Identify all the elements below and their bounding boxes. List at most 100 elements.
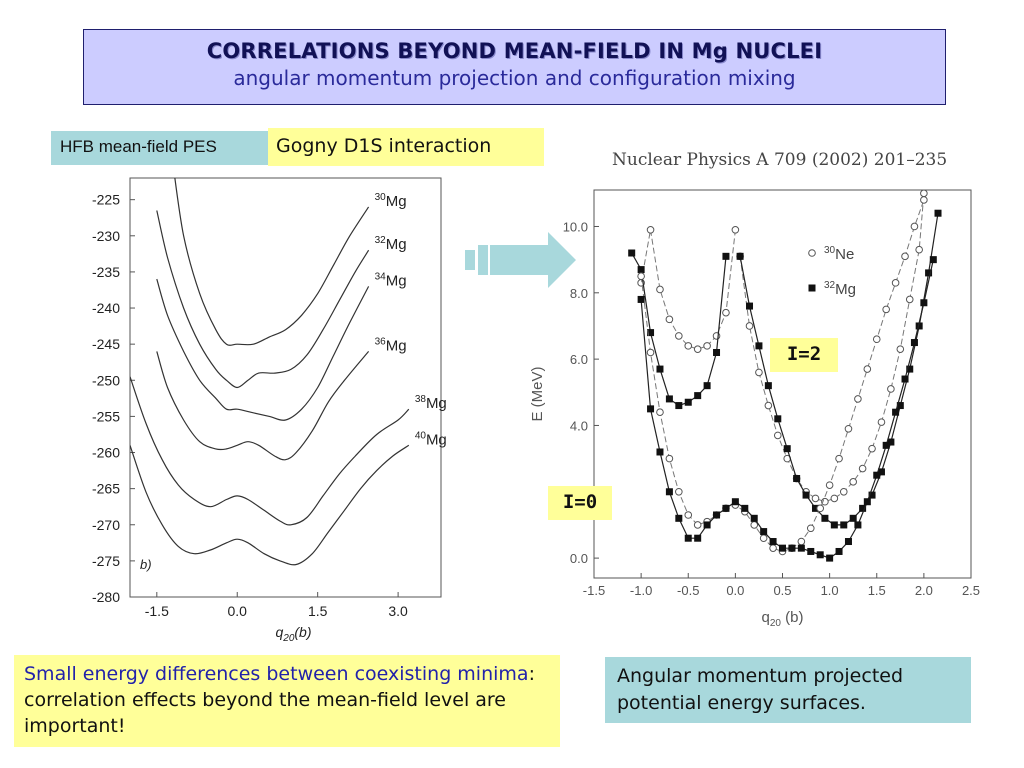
point-32Mg xyxy=(675,514,683,522)
point-30Ne xyxy=(877,418,886,426)
point-30Ne xyxy=(693,521,702,529)
arrow-tail-b xyxy=(478,245,488,275)
left-ytick-label: -225 xyxy=(92,192,120,208)
point-30Ne xyxy=(863,365,872,373)
point-30Ne xyxy=(844,424,853,433)
point-32Mg xyxy=(816,551,824,559)
series-label-30Mg: 30Mg xyxy=(375,192,407,210)
point-32Mg xyxy=(722,504,730,512)
series-label-40Mg: 40Mg xyxy=(415,430,447,448)
point-30Ne xyxy=(675,487,683,496)
point-32Mg xyxy=(844,538,852,546)
point-32Mg xyxy=(811,504,819,512)
point-30Ne xyxy=(849,478,857,486)
point-32Mg xyxy=(769,538,777,546)
right-xtick-label: -1.0 xyxy=(630,583,652,598)
point-32Mg xyxy=(741,504,749,512)
point-32Mg xyxy=(835,547,843,555)
point-32Mg xyxy=(892,408,900,416)
point-30Ne xyxy=(764,401,773,410)
curve-30Ne-I=2 xyxy=(739,193,925,503)
right-ytick-label: 10.0 xyxy=(563,219,588,234)
series-label-36Mg: 36Mg xyxy=(375,336,407,354)
pes-curve-34Mg xyxy=(156,278,370,421)
right-xtick-label: 0.0 xyxy=(726,583,744,598)
point-32Mg xyxy=(750,514,758,522)
point-30Ne xyxy=(816,504,825,513)
journal-reference: Nuclear Physics A 709 (2002) 201–235 xyxy=(612,150,948,170)
left-plot-frame xyxy=(129,177,442,598)
point-32Mg xyxy=(779,544,786,552)
left-xtick-label: 0.0 xyxy=(228,603,248,619)
point-32Mg xyxy=(877,468,885,476)
point-32Mg xyxy=(797,544,805,552)
point-32Mg xyxy=(755,342,763,350)
point-32Mg xyxy=(694,392,702,400)
point-30Ne xyxy=(887,385,895,393)
point-32Mg xyxy=(774,415,782,423)
point-32Mg xyxy=(854,521,862,529)
point-30Ne xyxy=(637,272,645,281)
point-30Ne xyxy=(811,494,820,503)
point-30Ne xyxy=(854,395,862,403)
point-32Mg xyxy=(713,511,721,519)
point-32Mg xyxy=(920,299,928,307)
point-30Ne xyxy=(656,408,664,416)
point-30Ne xyxy=(872,335,881,344)
note-left-highlight: Small energy differences between coexist… xyxy=(24,663,529,685)
point-30Ne xyxy=(830,494,839,503)
right-xtick-label: -1.5 xyxy=(583,583,605,598)
point-32Mg xyxy=(675,402,683,410)
point-30Ne xyxy=(806,524,815,533)
point-30Ne xyxy=(684,511,693,519)
point-30Ne xyxy=(891,279,900,287)
note-left-text: : correlation effects beyond the mean-fi… xyxy=(24,663,535,737)
right-xtick-label: 1.5 xyxy=(868,583,886,598)
point-30Ne xyxy=(703,342,711,350)
point-30Ne xyxy=(920,189,928,198)
right-arrow-icon xyxy=(490,232,576,288)
point-32Mg xyxy=(665,395,673,403)
right-xtick-label: 0.5 xyxy=(773,583,791,598)
right-ytick-label: 6.0 xyxy=(570,352,588,367)
point-32Mg xyxy=(703,382,711,390)
point-30Ne xyxy=(825,481,834,489)
label-i0: I=0 xyxy=(548,486,612,520)
point-32Mg xyxy=(910,339,918,347)
series-label-34Mg: 34Mg xyxy=(375,271,407,289)
point-32Mg xyxy=(694,534,702,542)
left-ytick-label: -260 xyxy=(92,445,120,461)
series-label-38Mg: 38Mg xyxy=(415,394,447,412)
curve-32Mg-I=2 xyxy=(739,213,939,526)
pes-curve-30Mg xyxy=(174,178,370,346)
left-ytick-label: -240 xyxy=(92,300,120,316)
left-ytick-label: -250 xyxy=(92,372,120,388)
point-30Ne xyxy=(896,345,905,353)
point-30Ne xyxy=(759,534,768,543)
right-xlabel: q20 (b) xyxy=(762,609,804,629)
hfb-tag: HFB mean-field PES xyxy=(51,131,269,165)
left-ytick-label: -265 xyxy=(92,481,120,497)
point-32Mg xyxy=(764,382,772,390)
point-30Ne xyxy=(839,487,848,496)
point-32Mg xyxy=(684,398,692,406)
point-32Mg xyxy=(637,266,645,274)
point-32Mg xyxy=(915,322,923,330)
point-32Mg xyxy=(849,514,857,522)
point-30Ne xyxy=(755,368,763,377)
point-32Mg xyxy=(882,441,890,449)
right-ytick-label: 4.0 xyxy=(570,418,588,433)
point-30Ne xyxy=(769,544,777,552)
right-xtick-label: 2.0 xyxy=(915,583,933,598)
point-30Ne xyxy=(675,332,683,340)
point-32Mg xyxy=(788,544,796,552)
left-ytick-label: -230 xyxy=(92,228,120,244)
point-30Ne xyxy=(901,252,909,261)
left-ytick-label: -275 xyxy=(92,553,120,569)
point-32Mg xyxy=(760,528,768,536)
point-32Mg xyxy=(656,365,664,373)
point-30Ne xyxy=(920,196,928,204)
point-30Ne xyxy=(722,308,730,317)
note-right: Angular momentum projected potential ene… xyxy=(605,657,971,723)
